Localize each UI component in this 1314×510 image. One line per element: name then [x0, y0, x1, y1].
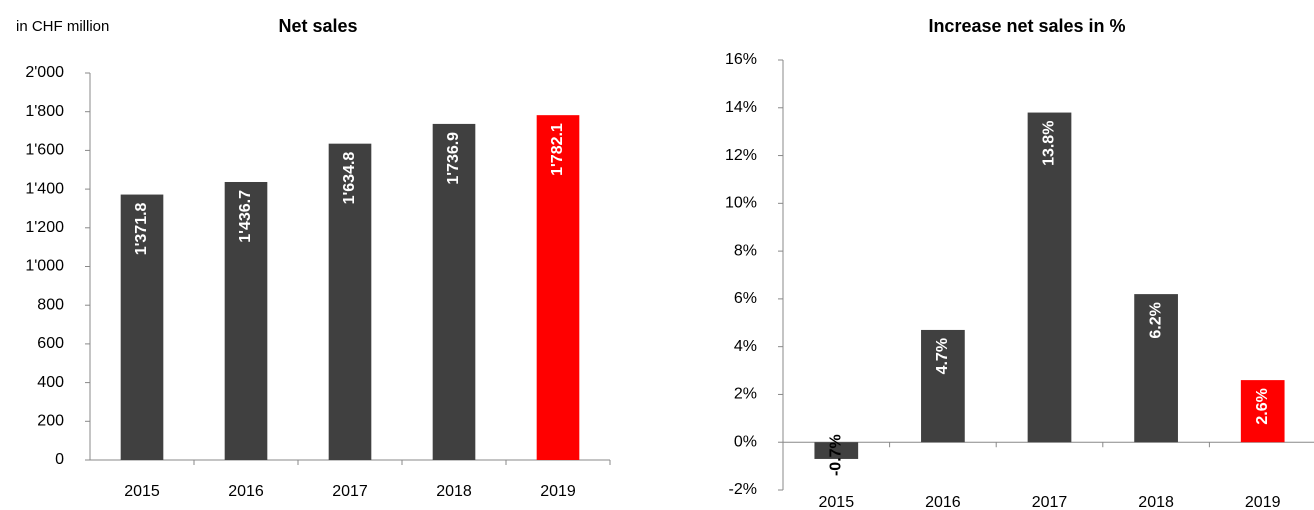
y-tick-label: 12%: [725, 147, 757, 164]
y-tick-label: 1'800: [25, 103, 64, 120]
y-tick-label: 4%: [734, 338, 757, 355]
value-label: 1'782.1: [549, 123, 566, 176]
bar: [1134, 294, 1178, 443]
value-label: 4.7%: [934, 338, 951, 374]
y-tick-label: 1'600: [25, 142, 64, 159]
value-label: -0.7%: [828, 434, 845, 476]
y-tick-label: 2%: [734, 386, 757, 403]
bar: [224, 181, 268, 461]
y-tick-label: 8%: [734, 242, 757, 259]
y-tick-label: 1'200: [25, 219, 64, 236]
x-tick-label: 2017: [332, 483, 368, 500]
bar: [1240, 380, 1285, 443]
x-tick-label: 2015: [819, 494, 855, 510]
y-tick-label: 0%: [734, 433, 757, 450]
y-tick-label: 1'000: [25, 258, 64, 275]
y-tick-label: 14%: [725, 99, 757, 116]
x-tick-label: 2016: [925, 494, 961, 510]
y-tick-label: 10%: [725, 195, 757, 212]
value-label: 1'371.8: [133, 202, 150, 255]
value-label: 6.2%: [1147, 302, 1164, 338]
x-tick-label: 2018: [436, 483, 472, 500]
x-tick-label: 2019: [1245, 494, 1281, 510]
value-label: 2.6%: [1254, 388, 1271, 424]
bar: [432, 123, 476, 460]
chart-title: Net sales: [278, 16, 357, 36]
bar: [120, 194, 164, 460]
bar: [814, 442, 859, 459]
x-tick-label: 2017: [1032, 494, 1068, 510]
bar: [536, 115, 580, 461]
y-tick-label: 2'000: [25, 64, 64, 81]
y-tick-label: 16%: [725, 51, 757, 68]
value-label: 1'436.7: [237, 190, 254, 243]
value-label: 1'736.9: [445, 132, 462, 185]
unit-label: in CHF million: [16, 18, 109, 35]
x-tick-label: 2019: [540, 483, 576, 500]
bar: [328, 143, 372, 460]
y-tick-label: 0: [55, 451, 64, 468]
y-tick-label: 400: [37, 374, 64, 391]
y-tick-label: -2%: [729, 481, 757, 498]
y-tick-label: 600: [37, 335, 64, 352]
chart-title: Increase net sales in %: [928, 16, 1125, 36]
x-tick-label: 2016: [228, 483, 264, 500]
value-label: 1'634.8: [341, 152, 358, 205]
y-tick-label: 6%: [734, 290, 757, 307]
x-tick-label: 2018: [1138, 494, 1174, 510]
bar: [921, 329, 965, 443]
bar: [1027, 112, 1072, 443]
y-tick-label: 200: [37, 413, 64, 430]
x-tick-label: 2015: [124, 483, 160, 500]
y-tick-label: 800: [37, 296, 64, 313]
value-label: 13.8%: [1041, 121, 1058, 166]
y-tick-label: 1'400: [25, 180, 64, 197]
